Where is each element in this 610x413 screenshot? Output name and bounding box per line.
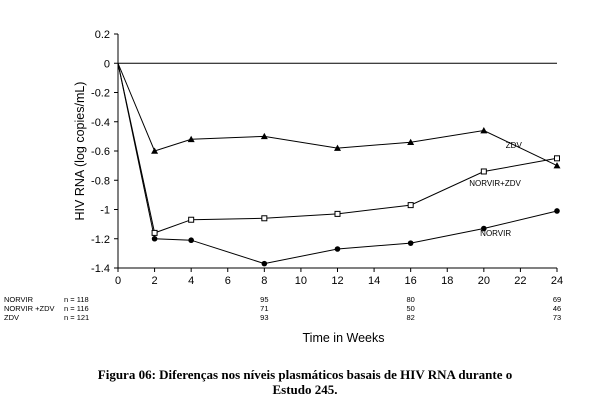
series-markers xyxy=(151,127,561,267)
data-point-triangle xyxy=(553,162,561,169)
data-point-square xyxy=(188,216,195,223)
count-cell: 82 xyxy=(406,313,414,322)
data-point-circle xyxy=(151,235,158,242)
count-cell: 93 xyxy=(260,313,268,322)
data-point-triangle xyxy=(480,127,488,134)
series-line-zdv xyxy=(117,63,558,167)
count-row-n: n = 116 xyxy=(64,304,89,313)
series-line-norvir-zdv xyxy=(117,63,558,234)
data-point-triangle xyxy=(407,138,415,146)
y-tick-label: 0 xyxy=(104,58,110,70)
count-row-n: n = 118 xyxy=(64,295,89,304)
figure-caption: Figura 06: Diferenças nos níveis plasmát… xyxy=(0,367,610,397)
x-tick-label: 14 xyxy=(368,275,380,287)
count-cell: 50 xyxy=(406,304,414,313)
x-tick-label: 0 xyxy=(115,275,121,287)
count-row-label: NORVIR xyxy=(4,295,34,304)
count-row-label: ZDV xyxy=(4,313,19,322)
data-point-square xyxy=(554,155,560,162)
x-tick-label: 2 xyxy=(152,275,158,287)
data-point-circle xyxy=(334,246,341,252)
y-tick-label: 0.2 xyxy=(95,29,110,41)
count-cell: 46 xyxy=(553,304,561,313)
data-point-square xyxy=(334,210,341,217)
data-point-circle xyxy=(261,260,268,267)
patient-count-table: NORVIR n = 118 95 80 69 NORVIR +ZDV n = 116 71 5… xyxy=(4,295,561,322)
count-cell: 69 xyxy=(553,295,561,304)
count-row-n: n = 121 xyxy=(64,313,89,322)
series-label: NORVIR xyxy=(480,229,511,238)
caption-line-1: Figura 06: Diferenças nos níveis plasmát… xyxy=(97,367,513,382)
x-tick-label: 6 xyxy=(225,275,231,287)
y-tick-label: -0.4 xyxy=(91,117,110,129)
count-cell: 80 xyxy=(406,295,414,304)
series-label: NORVIR+ZDV xyxy=(469,179,521,188)
x-tick-label: 20 xyxy=(478,275,490,287)
y-tick-label: -0.2 xyxy=(91,88,110,100)
y-tick-label: -1 xyxy=(100,205,110,217)
series-lines xyxy=(117,63,558,265)
y-tick-label: -1.2 xyxy=(91,234,110,246)
y-tick-label: -1.4 xyxy=(91,263,110,275)
x-tick-label: 10 xyxy=(295,275,307,287)
x-tick-label: 16 xyxy=(405,275,417,287)
count-cell: 73 xyxy=(553,313,561,322)
y-tick-label: -0.8 xyxy=(91,175,110,187)
caption-line-2: Estudo 245. xyxy=(272,382,338,397)
count-cell: 71 xyxy=(260,304,268,313)
series-label: ZDV xyxy=(506,141,523,150)
y-axis-label: HIV RNA (log copies/mL) xyxy=(73,82,87,221)
series-line-norvir xyxy=(117,63,558,265)
x-axis-label: Time in Weeks xyxy=(303,331,385,345)
x-tick-label: 4 xyxy=(188,275,194,287)
data-point-triangle xyxy=(187,135,195,143)
x-tick-label: 18 xyxy=(441,275,453,287)
hiv-rna-line-chart: 0.20-0.2-0.4-0.6-0.8-1-1.2-1.40 2 4 6 8 10 12 1… xyxy=(4,29,563,345)
data-point-circle xyxy=(481,225,487,232)
data-point-square xyxy=(261,215,268,222)
data-point-square xyxy=(407,202,414,209)
x-tick-label: 8 xyxy=(261,275,267,287)
x-tick-label: 22 xyxy=(514,275,526,287)
data-point-circle xyxy=(188,237,194,244)
x-tick-label: 12 xyxy=(331,275,343,287)
data-point-circle xyxy=(554,208,560,214)
axes: 0.20-0.2-0.4-0.6-0.8-1-1.2-1.40 2 4 6 8 10 12 1… xyxy=(73,29,563,345)
data-point-triangle xyxy=(151,147,159,154)
count-cell: 95 xyxy=(260,295,268,304)
data-point-circle xyxy=(407,240,414,246)
data-point-triangle xyxy=(334,144,341,151)
series-labels: ZDV NORVIR+ZDV NORVIR xyxy=(469,141,522,238)
x-tick-label: 24 xyxy=(551,275,563,287)
count-row-label: NORVIR +ZDV xyxy=(4,304,55,313)
data-point-square xyxy=(151,229,158,236)
y-tick-label: -0.6 xyxy=(91,146,110,158)
data-point-triangle xyxy=(260,132,268,140)
data-point-square xyxy=(480,168,487,175)
